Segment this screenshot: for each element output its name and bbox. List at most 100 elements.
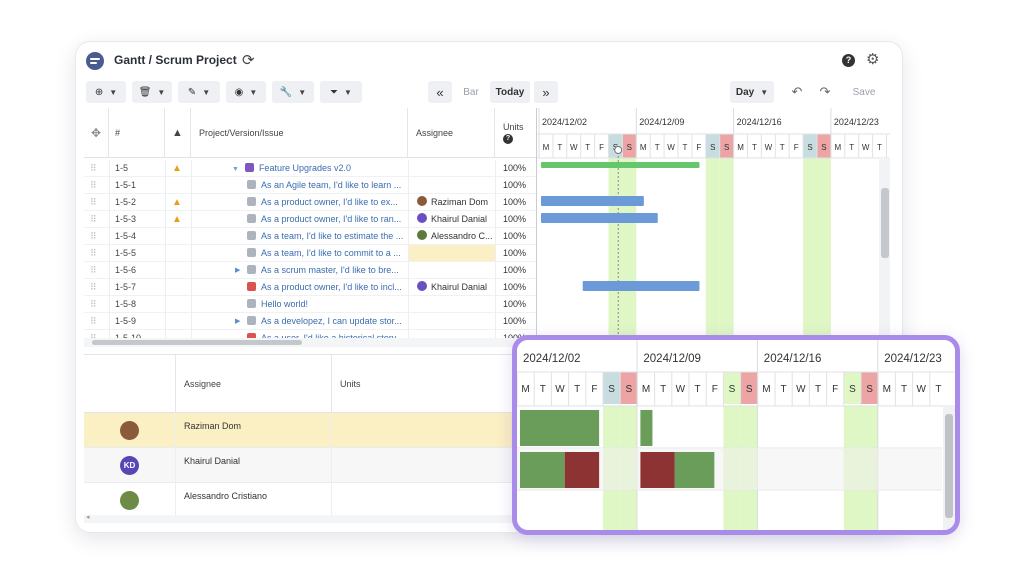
table-row[interactable]: ⠿ 1-5-4 As a team, I'd like to estimate th… [84,228,536,245]
issue-title[interactable]: Hello world! [247,296,408,313]
resource-row[interactable]: KD Khairul Danial [84,448,524,483]
today-marker-icon[interactable] [614,146,623,154]
expand-icon[interactable]: ▶ [235,318,241,325]
issue-title[interactable]: ▶ As a developez, I can update stor... [235,313,408,330]
table-row[interactable]: ⠿ 1-5 ▲ ▼ Feature Upgrades v2.0 100% [84,160,536,177]
resource-name: Alessandro Cristiano [184,491,268,501]
day-label: W [676,384,686,395]
load-block[interactable] [520,452,565,488]
chevron-down-icon: ▼ [344,87,352,97]
drag-handle-icon[interactable]: ⠿ [90,231,96,241]
table-row[interactable]: ⠿ 1-5-1 As an Agile team, I'd like to lear… [84,177,536,194]
drag-handle-icon[interactable]: ⠿ [90,214,96,224]
resource-column-units[interactable]: Units [340,379,361,389]
horizontal-scrollbar[interactable] [84,338,536,347]
assignee-cell[interactable]: Khairul Danial [417,279,495,296]
drag-handle-icon[interactable]: ⠿ [90,197,96,207]
redo-button[interactable]: ↷ [812,81,838,103]
scrollbar-thumb[interactable] [881,188,889,258]
load-block[interactable] [640,410,653,446]
move-column-icon[interactable]: ✥ [84,108,109,158]
warning-column-icon[interactable]: ▲ [165,108,191,158]
gear-icon[interactable]: ⚙ [866,51,880,68]
issue-title[interactable]: As a team, I'd like to estimate the ... [247,228,408,245]
drag-handle-icon[interactable]: ⠿ [90,282,96,292]
edit-dropdown-button[interactable]: ✎ ▼ [178,81,220,103]
delete-dropdown-button[interactable]: 🗑 ▼ [132,81,172,103]
tools-dropdown-button[interactable]: 🔧 ▼ [272,81,314,103]
table-row[interactable]: ⠿ 1-5-5 As a team, I'd like to commit to a… [84,245,536,262]
task-bar[interactable] [582,281,700,291]
overload-block[interactable] [640,452,675,488]
scrollbar-thumb[interactable] [92,340,302,345]
overload-block[interactable] [564,452,600,488]
filter-dropdown-button[interactable]: ⏷ ▼ [320,81,362,103]
column-header-assignee[interactable]: Assignee [408,108,495,158]
drag-handle-icon[interactable]: ⠿ [90,248,96,258]
collapse-icon[interactable]: ▼ [232,166,239,173]
expand-icon[interactable]: ▶ [235,267,241,274]
assignee-cell[interactable]: Khairul Danial [417,211,495,228]
drag-handle-icon[interactable]: ⠿ [90,180,96,190]
row-divider [84,329,536,330]
column-header-num[interactable]: # [109,108,165,158]
issue-title[interactable]: ▶ As a scrum master, I'd like to bre... [235,262,408,279]
summary-bar[interactable] [541,162,700,168]
task-bar[interactable] [541,196,644,206]
issue-title-text: Hello world! [261,299,309,309]
drag-handle-icon[interactable]: ⠿ [90,163,96,173]
column-header-project[interactable]: Project/Version/Issue [191,108,408,158]
help-icon[interactable]: ? [842,54,855,67]
bar-button[interactable]: Bar [456,81,486,103]
issue-title[interactable]: As a team, I'd like to commit to a ... [247,245,408,262]
table-row[interactable]: ⠿ 1-5-7 As a product owner, I'd like to in… [84,279,536,296]
assignee-cell-highlight[interactable] [408,245,495,262]
issue-title[interactable]: As a product owner, I'd like to incl... [247,279,408,296]
day-label: T [901,384,907,395]
filter-icon: ⏷ [330,86,339,98]
column-divider [495,160,496,338]
drag-handle-icon[interactable]: ⠿ [90,316,96,326]
issue-title[interactable]: As a product owner, I'd like to ran... [247,211,408,228]
column-divider [331,483,332,518]
table-row[interactable]: ⠿ 1-5-2 ▲ As a product owner, I'd like to e… [84,194,536,211]
column-divider [175,448,176,483]
day-label: W [916,384,926,395]
view-dropdown-button[interactable]: ◉ ▼ [226,81,266,103]
load-block[interactable] [674,452,715,488]
version-title[interactable]: ▼ Feature Upgrades v2.0 [232,160,408,177]
add-dropdown-button[interactable]: ⊕ ▼ [86,81,126,103]
day-shade [740,372,758,404]
row-number: 1-5-9 [115,316,137,326]
scroll-back-button[interactable]: « [428,81,452,103]
zoom-level-select[interactable]: Day ▼ [730,81,774,103]
save-button[interactable]: Save [844,81,884,103]
undo-button[interactable]: ↶ [784,81,810,103]
day-shade [861,372,879,404]
refresh-icon[interactable]: ⟳ [242,52,255,69]
drag-handle-icon[interactable]: ⠿ [90,265,96,275]
avatar [417,196,427,206]
issue-title[interactable]: As an Agile team, I'd like to learn ... [247,177,408,194]
scrollbar-thumb[interactable] [945,414,953,518]
resource-column-assignee[interactable]: Assignee [184,379,222,389]
table-row[interactable]: ⠿ 1-5-6 ▶ As a scrum master, I'd like to br… [84,262,536,279]
scroll-left-icon[interactable]: ◂ [86,514,90,521]
table-row[interactable]: ⠿ 1-5-9 ▶ As a developez, I can update stor… [84,313,536,330]
load-block[interactable] [520,410,600,446]
column-header-units-cell[interactable]: Units ? [495,108,536,158]
table-row[interactable]: ⠿ 1-5-8 Hello world! 100% [84,296,536,313]
table-row[interactable]: ⠿ 1-5-3 ▲ As a product owner, I'd like to r… [84,211,536,228]
help-icon[interactable]: ? [503,134,513,144]
today-button[interactable]: Today [490,81,530,103]
assignee-cell[interactable]: Raziman Dom [417,194,495,211]
assignee-cell[interactable]: Alessandro C... [417,228,495,245]
resource-scrollbar[interactable]: ◂ [84,514,524,523]
scroll-forward-button[interactable]: » [534,81,558,103]
task-bar[interactable] [541,213,658,223]
resource-row[interactable]: Raziman Dom [84,413,524,448]
issue-title[interactable]: As a product owner, I'd like to ex... [247,194,408,211]
resource-row[interactable]: Alessandro Cristiano [84,483,524,518]
drag-handle-icon[interactable]: ⠿ [90,299,96,309]
column-divider [408,160,409,338]
